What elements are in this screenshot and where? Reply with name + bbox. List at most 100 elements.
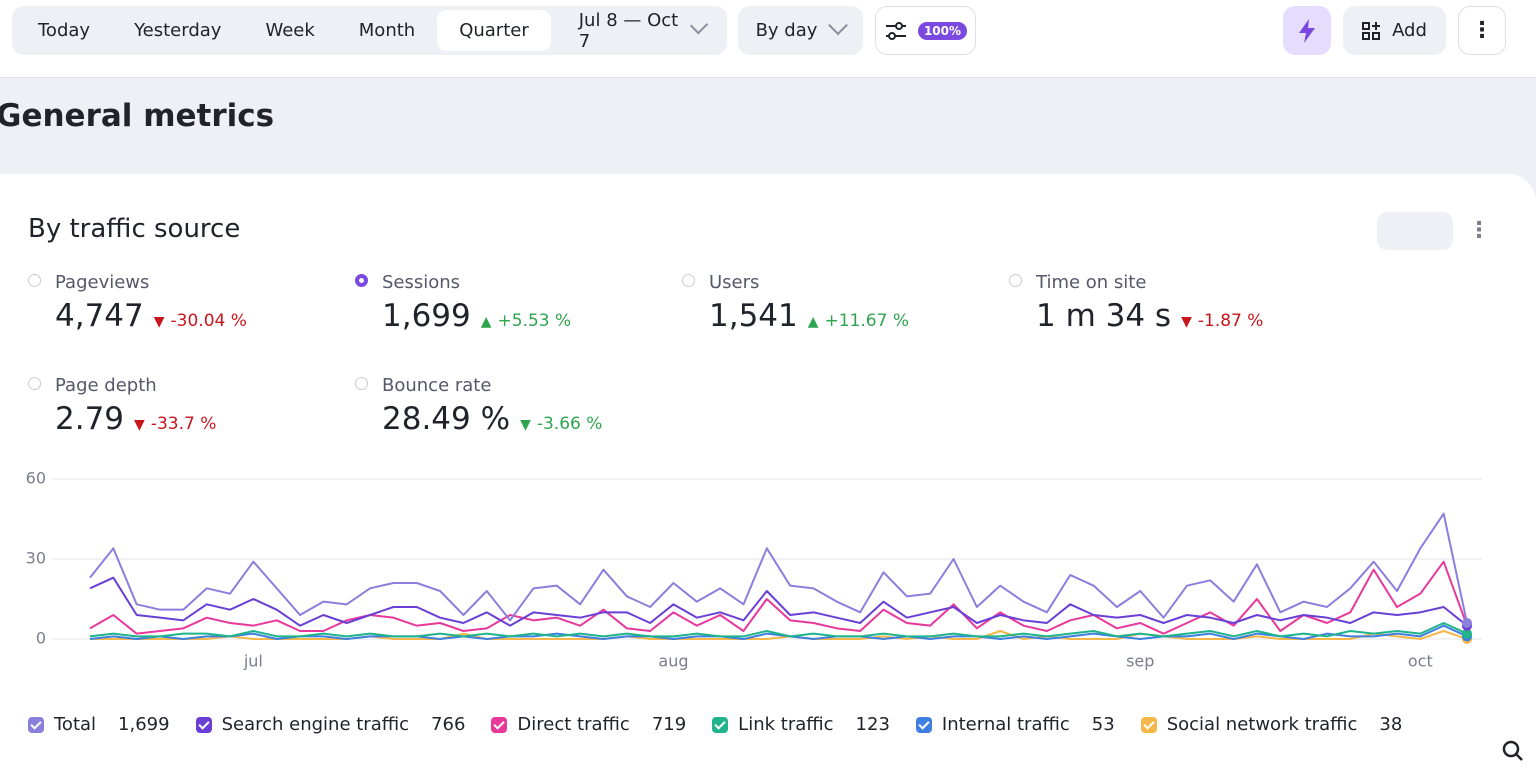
metric-change-row: ▼ -33.7 %	[134, 414, 216, 434]
lightning-button[interactable]	[1283, 6, 1331, 55]
legend-total: 123	[855, 714, 890, 735]
trend-arrow: ▲	[807, 314, 819, 330]
card-menu[interactable]: ⋮	[1468, 218, 1490, 243]
y-tick-label: 30	[26, 549, 46, 568]
metric-radio	[682, 274, 695, 287]
legend-label: Social network traffic	[1166, 714, 1358, 735]
legend-item[interactable]: Internal traffic 53	[915, 714, 1115, 735]
metric-name: Sessions	[382, 272, 461, 293]
legend-swatch	[491, 716, 508, 733]
legend-label: Search engine traffic	[221, 714, 410, 735]
date-range-label: Jul 8 — Oct 7	[578, 9, 679, 52]
metric-value: 2.79	[55, 401, 125, 437]
trend-arrow: ▼	[520, 417, 531, 433]
legend-item[interactable]: Search engine traffic 766	[195, 714, 466, 735]
metric-change-row: ▲ +5.53 %	[481, 311, 571, 331]
end-point	[1462, 628, 1472, 639]
legend-total: 1,699	[118, 714, 170, 735]
x-tick-label: aug	[658, 652, 688, 671]
period-button[interactable]: Month	[358, 20, 416, 41]
legend-swatch	[1140, 716, 1157, 733]
metric-name: Users	[709, 272, 760, 293]
add-label: Add	[1392, 20, 1427, 41]
legend-item[interactable]: Social network traffic 38	[1140, 714, 1403, 735]
toolbar: Today Yesterday Week Month Quarter Jul 8 — Oc…	[0, 0, 1536, 78]
metric-change: -30.04 %	[170, 311, 247, 331]
trend-arrow: ▼	[134, 417, 145, 433]
metric-change: +5.53 %	[497, 311, 572, 331]
series-line	[89, 624, 1468, 640]
grouping[interactable]: By day	[738, 6, 863, 55]
chart-type-button[interactable]	[1377, 212, 1453, 250]
x-tick-label: oct	[1408, 652, 1433, 671]
metric-radio	[28, 274, 41, 287]
period-button[interactable]: Today	[38, 20, 91, 41]
metric-radio	[355, 274, 368, 287]
legend-total: 719	[651, 714, 687, 735]
metric-change: +11.67 %	[824, 311, 909, 331]
series-line	[89, 622, 1468, 638]
metric-radio	[1009, 274, 1022, 287]
metric-radio	[28, 377, 41, 390]
sampling-badge: 100%	[917, 21, 968, 40]
legend-swatch	[915, 716, 932, 733]
legend-total: 38	[1379, 714, 1403, 735]
metric-name: Page depth	[55, 375, 157, 396]
filter-icon	[885, 21, 906, 40]
end-point	[1462, 618, 1472, 628]
metric-change: -3.66 %	[536, 414, 603, 434]
page-title: General metrics	[0, 98, 275, 134]
legend: Total 1,699 Search engine traffic 766 Direct…	[28, 714, 1428, 735]
legend-item[interactable]: Direct traffic 719	[491, 714, 686, 735]
y-tick-label: 0	[36, 629, 46, 648]
metric-name: Pageviews	[55, 272, 150, 293]
more-button[interactable]: ⋮	[1458, 6, 1506, 55]
metric-change: -1.87 %	[1197, 311, 1264, 331]
legend-swatch	[195, 716, 212, 733]
metric-value-row: 28.49 % ▼ -3.66 %	[382, 401, 602, 437]
legend-item[interactable]: Link traffic 123	[712, 714, 890, 735]
metric-change-row: ▼ -1.87 %	[1181, 311, 1263, 331]
metric-value-row: 1,699 ▲ +5.53 %	[382, 298, 571, 334]
grouping-label: By day	[755, 20, 818, 41]
period-button[interactable]: Quarter	[437, 10, 551, 51]
metric-value-row: 4,747 ▼ -30.04 %	[55, 298, 247, 334]
period-selector: Today Yesterday Week Month Quarter Jul 8 — Oc…	[12, 6, 727, 55]
card-title: By traffic source	[28, 214, 241, 244]
filters[interactable]: 100%	[875, 6, 976, 55]
legend-item[interactable]: Total 1,699	[28, 714, 170, 735]
legend-swatch	[712, 716, 729, 733]
metric-radio	[355, 377, 368, 390]
legend-swatch	[28, 716, 44, 733]
legend-label: Direct traffic	[517, 714, 630, 735]
metric-value-row: 2.79 ▼ -33.7 %	[55, 401, 216, 437]
metric-value: 1,541	[709, 298, 798, 334]
metric-value: 4,747	[55, 298, 144, 334]
metric-value: 1 m 34 s	[1036, 298, 1172, 334]
legend-label: Internal traffic	[941, 714, 1070, 735]
metric-change: -33.7 %	[150, 414, 217, 434]
metric-name: Time on site	[1036, 272, 1147, 293]
metric-value: 1,699	[382, 298, 471, 334]
legend-total: 53	[1091, 714, 1115, 735]
x-tick-label: jul	[243, 652, 263, 671]
legend-total: 766	[431, 714, 466, 735]
series-line	[89, 512, 1468, 624]
period-button[interactable]: Week	[265, 20, 315, 41]
lightning-icon	[1299, 18, 1315, 43]
period-button[interactable]: Yesterday	[134, 20, 222, 41]
legend-label: Total	[54, 714, 97, 735]
add-button[interactable]: Add	[1343, 6, 1446, 55]
trend-arrow: ▼	[1181, 314, 1192, 330]
metric-change-row: ▼ -30.04 %	[154, 311, 247, 331]
legend-label: Link traffic	[738, 714, 834, 735]
date-range[interactable]: Jul 8 — Oct 7	[557, 9, 727, 52]
trend-arrow: ▼	[153, 314, 165, 330]
metric-value: 28.49 %	[382, 401, 511, 437]
metric-value-row: 1,541 ▲ +11.67 %	[709, 298, 909, 334]
metric-name: Bounce rate	[382, 375, 492, 396]
metric-change-row: ▼ -3.66 %	[520, 414, 602, 434]
trend-arrow: ▲	[480, 314, 492, 330]
